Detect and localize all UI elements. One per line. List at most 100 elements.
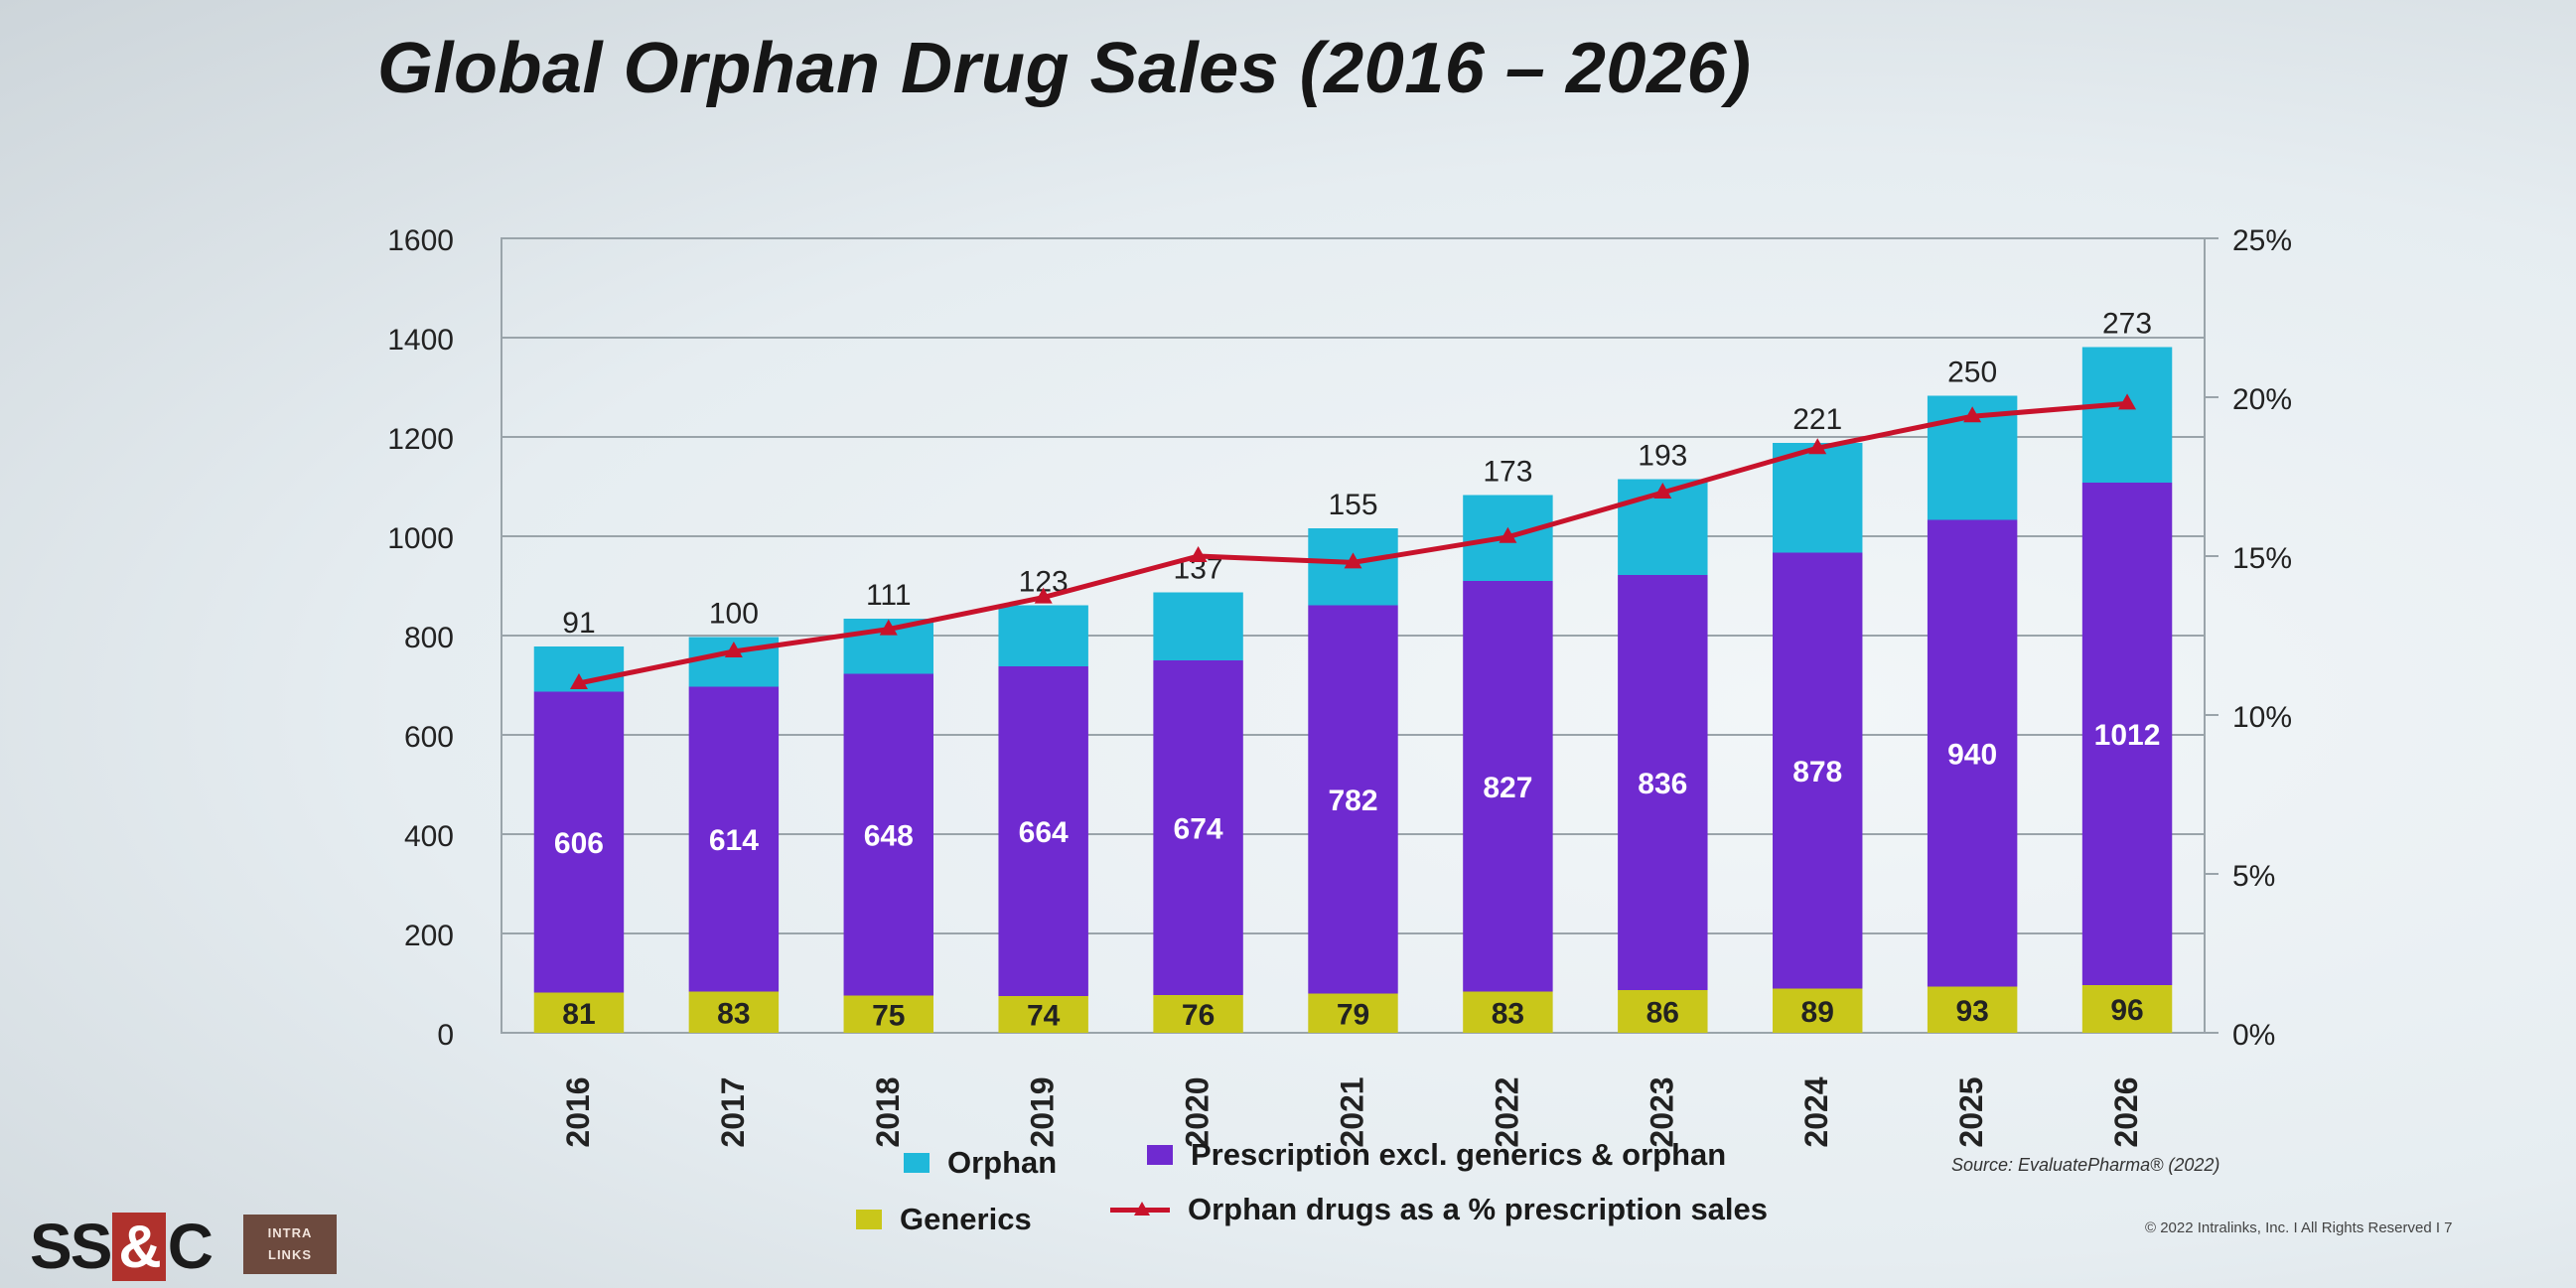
orphan-bar bbox=[998, 605, 1088, 666]
orphan-bar bbox=[1773, 443, 1863, 553]
ssc-logo-amp: & bbox=[112, 1212, 166, 1281]
generics-bar bbox=[1153, 995, 1243, 1033]
x-tick-label: 2022 bbox=[1489, 1076, 1524, 1147]
generics-data-label: 83 bbox=[1492, 997, 1524, 1030]
legend-line-label: Orphan drugs as a % prescription sales bbox=[1188, 1192, 1769, 1226]
y-tick-label: 600 bbox=[404, 721, 454, 754]
prescription-bar bbox=[533, 691, 625, 993]
prescription-bar bbox=[1773, 552, 1863, 989]
intralinks-logo-line1: INTRA bbox=[267, 1225, 313, 1240]
percent-marker bbox=[569, 673, 588, 689]
x-tick-label: 2017 bbox=[715, 1076, 751, 1147]
percent-marker bbox=[1963, 406, 1982, 423]
x-tick-label: 2019 bbox=[1025, 1076, 1061, 1147]
prescription-bar bbox=[688, 686, 780, 992]
generics-data-label: 79 bbox=[1337, 998, 1369, 1031]
generics-data-label: 96 bbox=[2110, 994, 2143, 1027]
y-tick-label: 800 bbox=[404, 622, 454, 654]
percent-marker bbox=[1653, 483, 1672, 499]
y-tick-label: 200 bbox=[404, 920, 454, 952]
x-tick-label: 2024 bbox=[1798, 1076, 1834, 1147]
legend-generics-swatch bbox=[856, 1210, 882, 1229]
y2-tick-label: 20% bbox=[2232, 383, 2292, 416]
legend-orphan: Orphan bbox=[904, 1145, 1057, 1181]
prescription-data-label: 664 bbox=[1019, 816, 1069, 849]
generics-data-label: 86 bbox=[1646, 997, 1679, 1030]
x-tick-label: 2020 bbox=[1180, 1076, 1216, 1147]
legend-line: Orphan drugs as a % prescription sales bbox=[1110, 1192, 1768, 1227]
prescription-data-label: 940 bbox=[1947, 739, 1997, 772]
x-tick-label: 2023 bbox=[1644, 1076, 1679, 1147]
generics-bar bbox=[1463, 991, 1553, 1033]
percent-marker bbox=[1034, 587, 1053, 604]
prescription-bar bbox=[2081, 483, 2173, 985]
x-tick-label: 2021 bbox=[1335, 1076, 1370, 1147]
orphan-data-label: 100 bbox=[709, 598, 759, 631]
generics-bar bbox=[1927, 986, 2018, 1033]
generics-data-label: 75 bbox=[872, 999, 905, 1032]
legend-orphan-swatch bbox=[904, 1153, 930, 1173]
generics-data-label: 93 bbox=[1955, 995, 1988, 1028]
prescription-data-label: 674 bbox=[1174, 813, 1223, 846]
orphan-bar bbox=[2081, 347, 2173, 483]
generics-bar bbox=[843, 995, 933, 1033]
generics-data-label: 81 bbox=[562, 998, 595, 1031]
prescription-data-label: 878 bbox=[1792, 756, 1842, 788]
orphan-bar bbox=[1153, 592, 1243, 660]
generics-bar bbox=[1618, 990, 1708, 1033]
generics-data-label: 74 bbox=[1027, 1000, 1061, 1033]
orphan-data-label: 91 bbox=[562, 607, 595, 640]
prescription-data-label: 782 bbox=[1328, 785, 1377, 817]
y2-tick-label: 15% bbox=[2232, 542, 2292, 575]
prescription-data-label: 606 bbox=[554, 827, 604, 860]
y2-tick-label: 0% bbox=[2232, 1019, 2275, 1052]
ssc-logo-right: C bbox=[167, 1211, 214, 1282]
prescription-bar bbox=[1927, 519, 2018, 987]
y2-tick-label: 5% bbox=[2232, 860, 2275, 893]
orphan-data-label: 273 bbox=[2102, 308, 2152, 341]
generics-data-label: 89 bbox=[1801, 996, 1834, 1029]
y-tick-label: 1000 bbox=[387, 522, 454, 555]
percent-marker bbox=[879, 619, 898, 636]
legend-generics: Generics bbox=[856, 1202, 1032, 1237]
orphan-data-label: 111 bbox=[866, 579, 912, 612]
orphan-data-label: 173 bbox=[1483, 456, 1532, 489]
y2-tick-label: 25% bbox=[2232, 224, 2292, 257]
legend-prescription-swatch bbox=[1147, 1145, 1173, 1165]
percent-marker bbox=[724, 642, 743, 657]
intralinks-logo: INTRA LINKS bbox=[243, 1215, 337, 1274]
generics-data-label: 83 bbox=[717, 997, 750, 1030]
y-tick-label: 1600 bbox=[387, 224, 454, 257]
generics-bar bbox=[1308, 993, 1398, 1033]
generics-bar bbox=[998, 996, 1088, 1033]
generics-bar bbox=[1773, 988, 1863, 1033]
prescription-data-label: 648 bbox=[864, 820, 914, 853]
percent-marker bbox=[1189, 546, 1208, 562]
percent-marker bbox=[1344, 552, 1362, 569]
x-tick-label: 2026 bbox=[2108, 1076, 2144, 1147]
y-tick-label: 1400 bbox=[387, 324, 454, 357]
orphan-data-label: 250 bbox=[1947, 357, 1997, 389]
source-note: Source: EvaluatePharma® (2022) bbox=[1951, 1155, 2220, 1175]
y-tick-label: 400 bbox=[404, 820, 454, 853]
percent-marker bbox=[1808, 438, 1827, 455]
legend-generics-label: Generics bbox=[900, 1202, 1032, 1236]
legend-orphan-label: Orphan bbox=[947, 1145, 1058, 1180]
generics-bar bbox=[533, 992, 625, 1033]
percent-marker bbox=[1499, 526, 1517, 543]
prescription-bar bbox=[1308, 605, 1398, 994]
ssc-logo: SS & C bbox=[30, 1210, 214, 1283]
prescription-data-label: 836 bbox=[1638, 768, 1687, 800]
prescription-bar bbox=[1463, 581, 1553, 992]
percent-marker bbox=[2118, 393, 2137, 410]
prescription-data-label: 827 bbox=[1483, 772, 1532, 804]
x-tick-label: 2016 bbox=[560, 1076, 596, 1147]
legend-line-swatch bbox=[1110, 1201, 1170, 1216]
x-tick-label: 2018 bbox=[870, 1076, 906, 1147]
generics-bar bbox=[688, 991, 780, 1033]
prescription-bar bbox=[1153, 660, 1243, 995]
x-tick-label: 2025 bbox=[1953, 1076, 1989, 1147]
legend-prescription: Prescription excl. generics & orphan bbox=[1147, 1137, 1726, 1173]
orphan-data-label: 221 bbox=[1792, 403, 1842, 436]
